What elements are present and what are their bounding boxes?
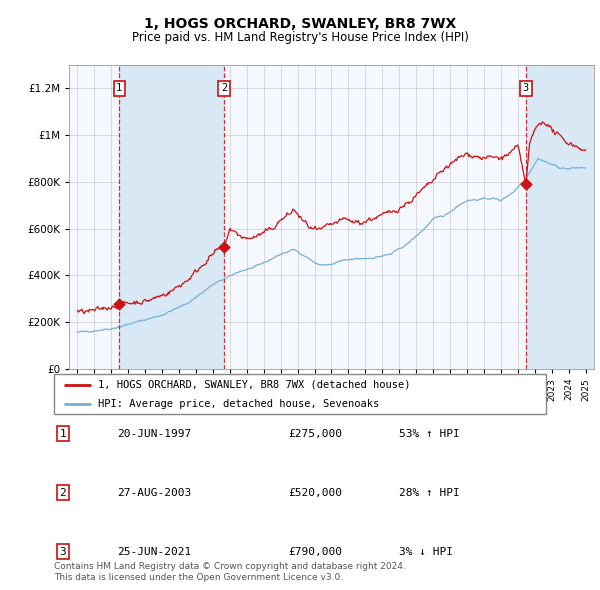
- Point: [219, 242, 229, 252]
- Point: [521, 179, 531, 189]
- Text: 1, HOGS ORCHARD, SWANLEY, BR8 7WX: 1, HOGS ORCHARD, SWANLEY, BR8 7WX: [144, 17, 456, 31]
- Text: 3: 3: [59, 547, 67, 556]
- Text: £275,000: £275,000: [288, 429, 342, 438]
- Text: 1: 1: [116, 83, 122, 93]
- Bar: [526, 65, 594, 369]
- Text: This data is licensed under the Open Government Licence v3.0.: This data is licensed under the Open Gov…: [54, 573, 343, 582]
- Text: HPI: Average price, detached house, Sevenoaks: HPI: Average price, detached house, Seve…: [98, 399, 380, 409]
- Text: 25-JUN-2021: 25-JUN-2021: [117, 547, 191, 556]
- Text: Price paid vs. HM Land Registry's House Price Index (HPI): Price paid vs. HM Land Registry's House …: [131, 31, 469, 44]
- Text: 1, HOGS ORCHARD, SWANLEY, BR8 7WX (detached house): 1, HOGS ORCHARD, SWANLEY, BR8 7WX (detac…: [98, 380, 411, 390]
- Text: Contains HM Land Registry data © Crown copyright and database right 2024.: Contains HM Land Registry data © Crown c…: [54, 562, 406, 571]
- Point: [115, 300, 124, 309]
- Text: £520,000: £520,000: [288, 488, 342, 497]
- Bar: [119, 65, 224, 369]
- Text: 27-AUG-2003: 27-AUG-2003: [117, 488, 191, 497]
- Text: 3: 3: [523, 83, 529, 93]
- Text: 2: 2: [59, 488, 67, 497]
- Text: 1: 1: [59, 429, 67, 438]
- Text: 20-JUN-1997: 20-JUN-1997: [117, 429, 191, 438]
- Text: £790,000: £790,000: [288, 547, 342, 556]
- FancyBboxPatch shape: [54, 374, 546, 414]
- Text: 28% ↑ HPI: 28% ↑ HPI: [399, 488, 460, 497]
- Text: 3% ↓ HPI: 3% ↓ HPI: [399, 547, 453, 556]
- Text: 2: 2: [221, 83, 227, 93]
- Text: 53% ↑ HPI: 53% ↑ HPI: [399, 429, 460, 438]
